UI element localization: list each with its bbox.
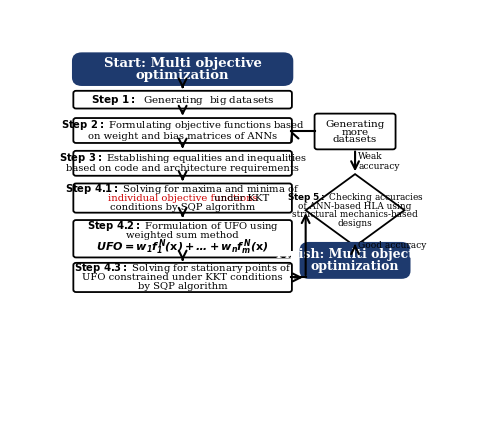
Text: $\mathbf{Step\ 4.2:}$ Formulation of UFO using: $\mathbf{Step\ 4.2:}$ Formulation of UFO… bbox=[86, 219, 278, 233]
Text: structural mechanics-based: structural mechanics-based bbox=[292, 210, 418, 219]
Text: by SQP algorithm: by SQP algorithm bbox=[138, 282, 228, 291]
Text: under KKT: under KKT bbox=[211, 193, 269, 203]
Text: UFO constrained under KKT conditions: UFO constrained under KKT conditions bbox=[82, 273, 283, 282]
Text: optimization: optimization bbox=[136, 69, 230, 82]
FancyBboxPatch shape bbox=[74, 151, 292, 176]
Text: $\mathbf{Step\ 3:}$ Establishing equalities and inequalities: $\mathbf{Step\ 3:}$ Establishing equalit… bbox=[58, 151, 306, 165]
Text: $\mathbf{Step\ 2:}$ Formulating objective functions based: $\mathbf{Step\ 2:}$ Formulating objectiv… bbox=[60, 118, 304, 132]
FancyBboxPatch shape bbox=[74, 184, 292, 213]
Text: datasets: datasets bbox=[333, 135, 377, 144]
Text: $\mathbf{Step\ 4.3:}$ Solving for stationary points of: $\mathbf{Step\ 4.3:}$ Solving for statio… bbox=[74, 261, 292, 275]
Text: Weak
accuracy: Weak accuracy bbox=[358, 152, 400, 171]
Text: of ANN-based HLA using: of ANN-based HLA using bbox=[298, 202, 412, 211]
FancyBboxPatch shape bbox=[301, 243, 409, 277]
Text: based on code and architecture requirements: based on code and architecture requireme… bbox=[66, 164, 299, 173]
FancyBboxPatch shape bbox=[74, 118, 292, 143]
Text: optimization: optimization bbox=[311, 260, 400, 273]
FancyBboxPatch shape bbox=[74, 263, 292, 292]
Text: $\mathbf{Step\ 5:}$ Checking accuracies: $\mathbf{Step\ 5:}$ Checking accuracies bbox=[286, 191, 424, 204]
Text: Finish: Multi objective: Finish: Multi objective bbox=[276, 248, 434, 261]
Text: conditions by SQP algorithm: conditions by SQP algorithm bbox=[110, 203, 256, 212]
Polygon shape bbox=[306, 174, 404, 246]
Text: individual objective functions: individual objective functions bbox=[108, 193, 258, 203]
FancyBboxPatch shape bbox=[74, 91, 292, 109]
FancyBboxPatch shape bbox=[74, 220, 292, 257]
Text: Start: Multi objective: Start: Multi objective bbox=[104, 58, 262, 70]
Text: Generating: Generating bbox=[326, 121, 385, 130]
Text: more: more bbox=[342, 128, 368, 137]
FancyBboxPatch shape bbox=[314, 114, 396, 150]
Text: $\mathbf{Step\ 4.1:}$ Solving for maxima and minima of: $\mathbf{Step\ 4.1:}$ Solving for maxima… bbox=[66, 182, 300, 196]
Text: designs: designs bbox=[338, 219, 372, 228]
Text: $\bfit{UFO} = w_1 f_1^{\,N}(\mathbf{x})+\ldots+w_n f_m^{\,N}(\mathbf{x})$: $\bfit{UFO} = w_1 f_1^{\,N}(\mathbf{x})+… bbox=[96, 237, 269, 257]
Text: Good accuracy: Good accuracy bbox=[358, 241, 426, 250]
Text: weighted sum method: weighted sum method bbox=[126, 231, 239, 240]
Text: on weight and bias matrices of ANNs: on weight and bias matrices of ANNs bbox=[88, 132, 277, 141]
FancyBboxPatch shape bbox=[74, 54, 292, 85]
Text: $\mathbf{Step\ 1:}$  Generating  big datasets: $\mathbf{Step\ 1:}$ Generating big datas… bbox=[91, 93, 274, 106]
